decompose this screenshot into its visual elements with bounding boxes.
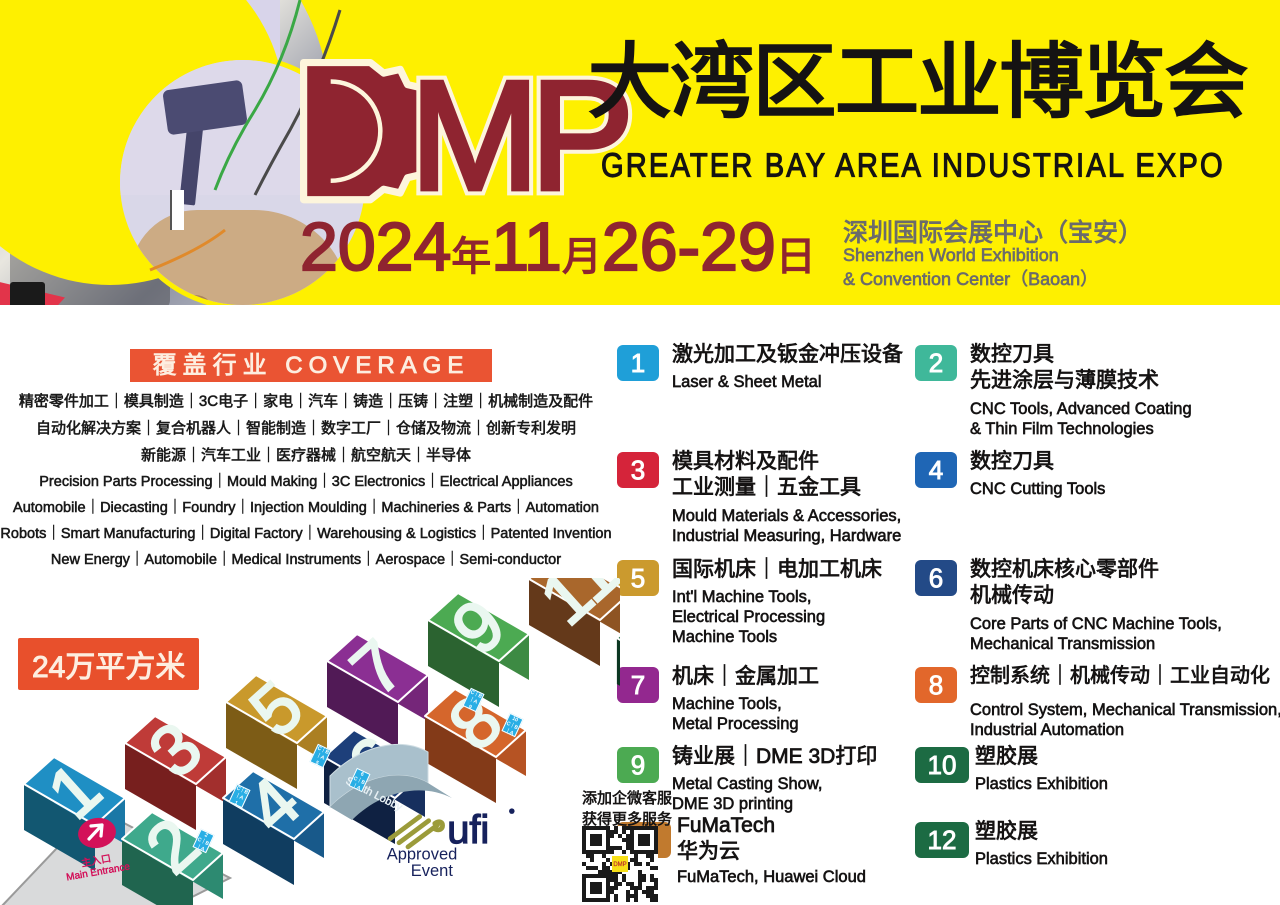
svg-text:Approved: Approved	[387, 845, 458, 863]
svg-text:Event: Event	[411, 862, 454, 880]
svg-text:DMP: DMP	[613, 861, 626, 868]
